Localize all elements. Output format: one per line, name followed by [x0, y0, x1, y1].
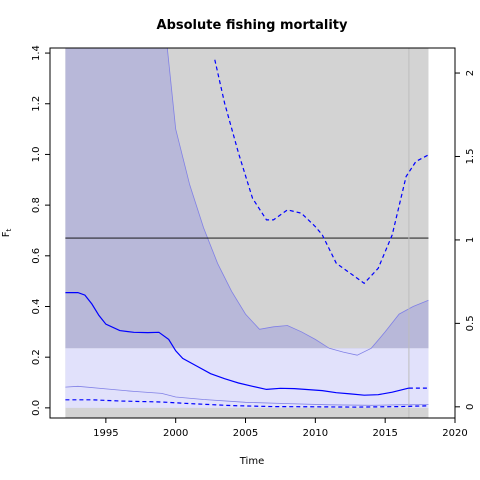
- y-axis-label: Ft: [1, 228, 13, 237]
- y-axis-label-sub: t: [5, 228, 13, 231]
- x-tick-label-2005: 2005: [233, 428, 258, 439]
- x-axis-label: Time: [239, 456, 264, 467]
- y-left-tick-label-6: 1.2: [31, 96, 42, 112]
- y-axis-label-group: Ft: [1, 228, 13, 237]
- y-left-tick-label-2: 0.4: [31, 299, 42, 315]
- median-f-line: [65, 292, 410, 396]
- y-left-tick-label-0: 0.0: [31, 400, 42, 416]
- y-right-tick-label-3: 1.5: [465, 149, 476, 165]
- y-right-tick-label-0: 0: [465, 404, 476, 410]
- x-tick-label-2010: 2010: [303, 428, 328, 439]
- x-tick-label-2000: 2000: [163, 428, 188, 439]
- plot-frame: [49, 47, 456, 419]
- y-left-tick-label-4: 0.8: [31, 197, 42, 213]
- lower-quantile-line: [65, 399, 429, 408]
- plot-content: [65, 48, 429, 418]
- y-left-tick-label-7: 1.4: [31, 45, 42, 61]
- x-tick-label-1995: 1995: [93, 428, 118, 439]
- y-right-tick-label-4: 2: [465, 70, 476, 76]
- chart-title: Absolute fishing mortality: [157, 18, 348, 33]
- x-tick-label-2015: 2015: [372, 428, 397, 439]
- relative-f-line: [214, 59, 429, 285]
- y-left-tick-label-1: 0.2: [31, 349, 42, 365]
- y-axis-label-main: F: [1, 231, 12, 237]
- x-tick-label-2020: 2020: [442, 428, 467, 439]
- y-left-tick-label-5: 1.0: [31, 146, 42, 162]
- y-right-tick-label-2: 1: [465, 237, 476, 243]
- ci-fill: [65, 48, 429, 356]
- plot-area: [65, 48, 429, 418]
- y-right-tick-label-1: 0.5: [465, 315, 476, 331]
- ci-lower-line: [65, 385, 429, 406]
- lower-ci-band: [65, 348, 429, 408]
- ci-upper-line: [65, 48, 429, 356]
- y-left-tick-label-3: 0.6: [31, 248, 42, 264]
- axes: 1995 2000 2005 2010 2015 2020 0.0 0.2 0.4 0.6 0.8 1…: [31, 45, 476, 439]
